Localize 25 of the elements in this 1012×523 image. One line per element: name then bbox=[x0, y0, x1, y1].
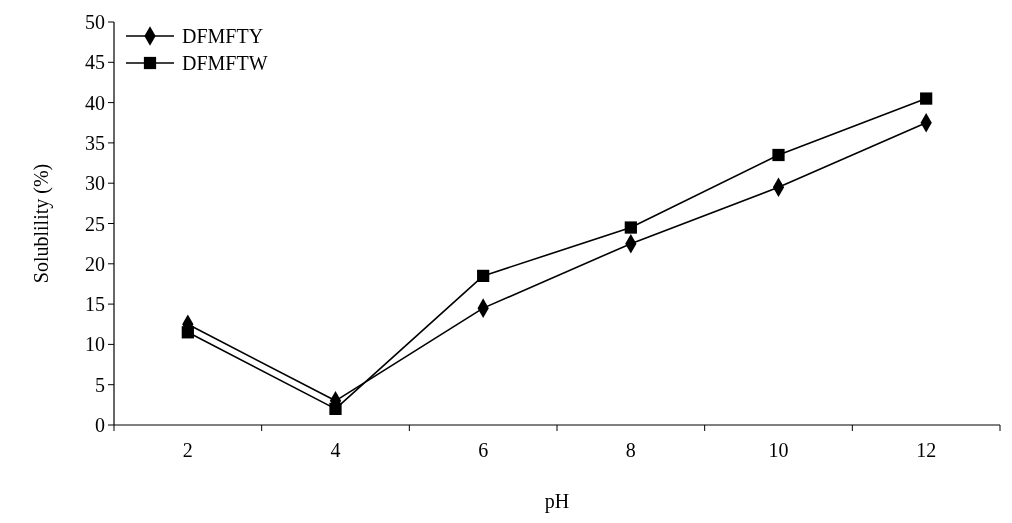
legend-label: DFMFTY bbox=[182, 25, 264, 47]
point bbox=[772, 148, 785, 162]
point bbox=[477, 269, 490, 283]
x-tick-label: 4 bbox=[330, 439, 341, 461]
y-tick-label: 45 bbox=[85, 51, 105, 74]
y-tick-label: 0 bbox=[95, 414, 105, 436]
y-tick-label: 25 bbox=[85, 212, 105, 235]
x-tick-label: 6 bbox=[478, 439, 489, 461]
y-axis-title: Solublility (%) bbox=[30, 163, 53, 284]
y-tick-label: 15 bbox=[85, 293, 105, 316]
y-tick-label: 30 bbox=[85, 172, 105, 195]
y-tick-label: 40 bbox=[85, 91, 105, 114]
legend-label: DFMFTW bbox=[182, 52, 268, 74]
x-axis-title: pH bbox=[544, 490, 570, 513]
x-tick-label: 8 bbox=[625, 439, 636, 461]
y-tick-label: 20 bbox=[85, 252, 105, 275]
point bbox=[624, 221, 637, 234]
y-tick-label: 10 bbox=[85, 333, 105, 356]
point bbox=[920, 92, 933, 105]
y-tick-label: 50 bbox=[85, 11, 105, 33]
y-tick-label: 35 bbox=[85, 131, 105, 154]
x-tick-label: 2 bbox=[182, 439, 193, 461]
x-tick-label: 12 bbox=[916, 439, 937, 461]
x-tick-label: 10 bbox=[768, 439, 789, 461]
y-tick-label: 5 bbox=[95, 373, 105, 396]
